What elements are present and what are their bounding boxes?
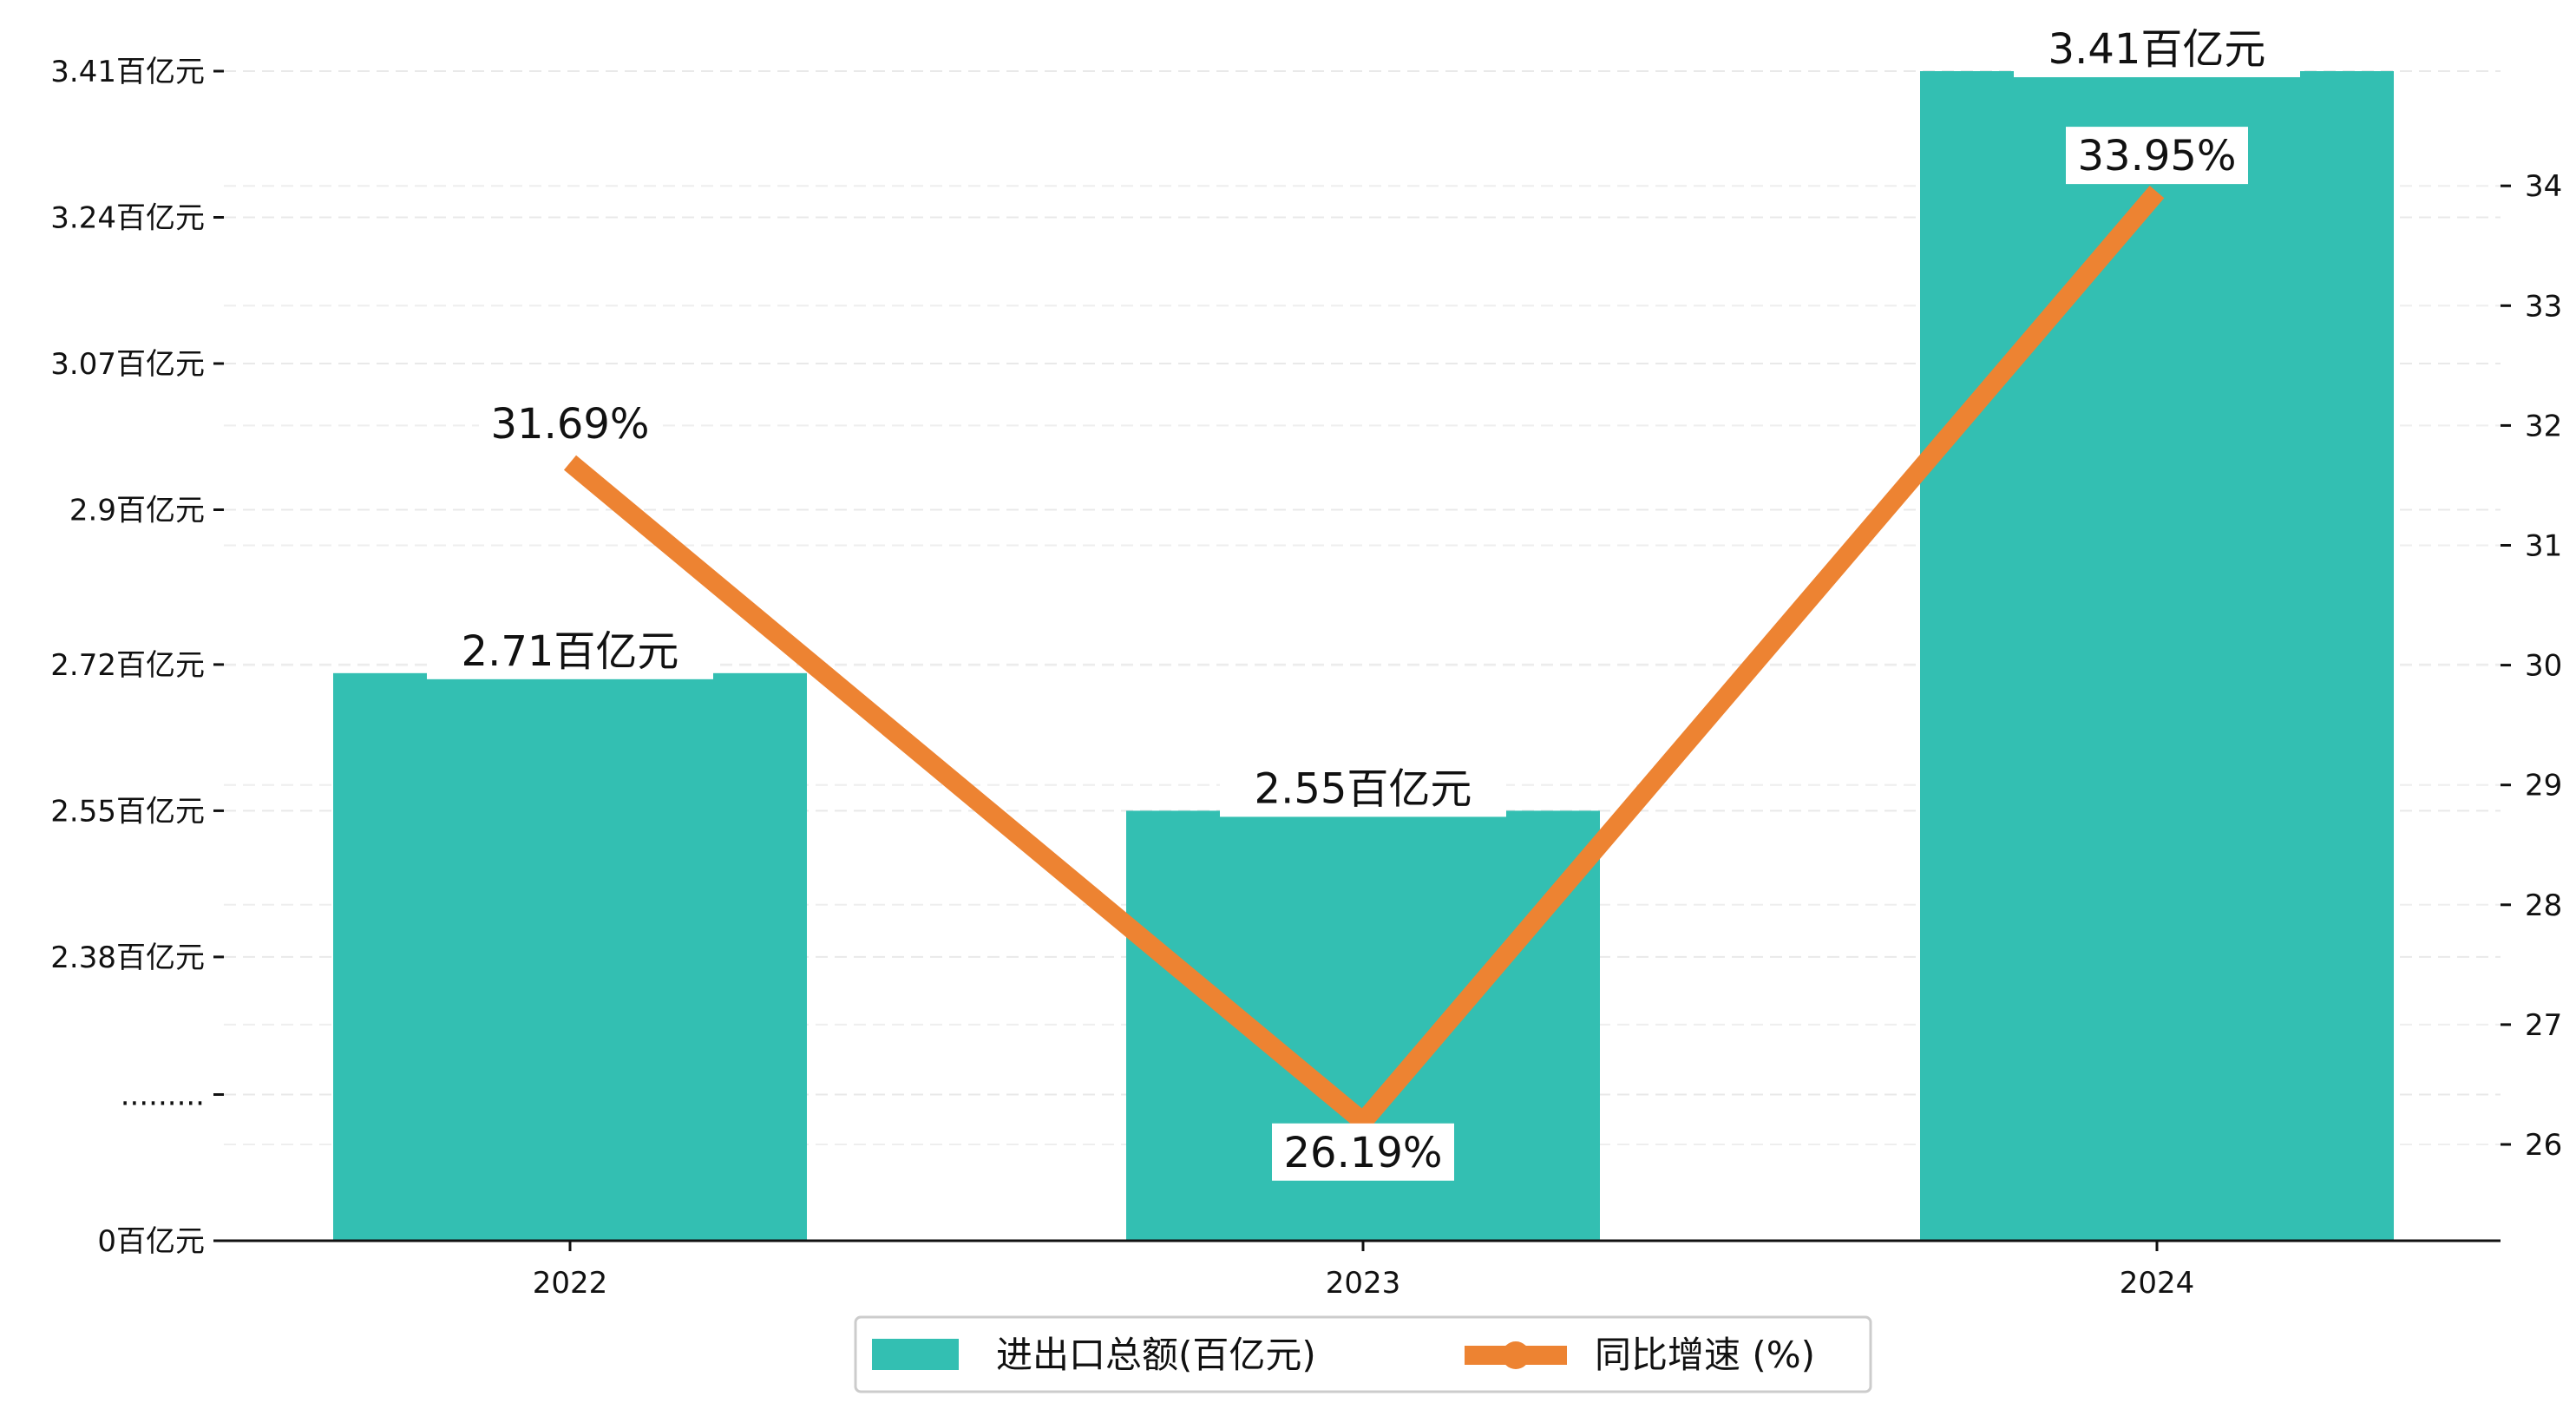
bar-value-label: 2.71百亿元 <box>462 627 679 676</box>
data-labels: 2.71百亿元 2.55百亿元 3.41百亿元 31.69% 26.19% 33.95% <box>427 20 2300 1181</box>
axes: 0百亿元......... 2.38百亿元 2.55百亿元 2.72百亿元 2.9百亿元… <box>50 55 2562 1301</box>
legend-box <box>854 1315 1872 1393</box>
bar-value-label: 2.55百亿元 <box>1255 764 1472 813</box>
line-series <box>563 185 2165 1136</box>
growth-value-label: 26.19% <box>1283 1129 1442 1177</box>
x-tick-label: 2024 <box>2120 1266 2195 1301</box>
growth-line <box>563 185 2165 1136</box>
bar-value-label-box <box>2014 20 2300 77</box>
right-tick-label: 30 <box>2525 649 2562 684</box>
legend-line-label: 同比增速 (%) <box>1595 1334 1815 1376</box>
left-tick-label: 2.9百亿元 <box>69 494 205 528</box>
legend: 进出口总额(百亿元) 同比增速 (%) <box>854 1315 1872 1393</box>
growth-value-label: 33.95% <box>2077 132 2236 180</box>
right-tick-label: 27 <box>2525 1008 2562 1043</box>
left-tick-label: 2.72百亿元 <box>50 648 205 683</box>
x-tick-label: 2023 <box>1326 1266 1401 1301</box>
bar-2022 <box>333 672 807 1241</box>
bar-value-label: 3.41百亿元 <box>2048 25 2266 74</box>
right-tick-label: 31 <box>2525 529 2562 564</box>
right-tick-label: 28 <box>2525 888 2562 923</box>
bar-2024 <box>1920 71 2394 1241</box>
bar-series <box>333 71 2394 1241</box>
left-tick-label: 3.24百亿元 <box>50 201 205 236</box>
growth-value-label: 31.69% <box>490 400 649 449</box>
left-tick-label: 3.07百亿元 <box>50 347 205 382</box>
right-tick-label: 33 <box>2525 289 2562 324</box>
left-tick-label: 2.38百亿元 <box>50 941 205 975</box>
growth-value-label-box <box>2066 127 2248 185</box>
left-tick-label: 2.55百亿元 <box>50 794 205 829</box>
growth-value-label-box <box>1272 1123 1454 1181</box>
left-tick-label: ......... <box>121 1078 205 1113</box>
legend-line-marker <box>1502 1341 1530 1369</box>
bar-value-label-box <box>1220 759 1506 817</box>
bar-value-label-box <box>427 621 713 679</box>
right-tick-label: 26 <box>2525 1128 2562 1163</box>
right-tick-label: 29 <box>2525 769 2562 803</box>
right-tick-label: 32 <box>2525 409 2562 443</box>
growth-value-label-box <box>479 395 661 453</box>
left-tick-label: 0百亿元 <box>97 1224 205 1259</box>
legend-bar-label: 进出口总额(百亿元) <box>996 1334 1316 1376</box>
right-tick-label: 34 <box>2525 169 2562 204</box>
legend-bar-swatch <box>872 1339 959 1370</box>
left-tick-label: 3.41百亿元 <box>50 55 205 89</box>
x-tick-label: 2022 <box>533 1266 608 1301</box>
